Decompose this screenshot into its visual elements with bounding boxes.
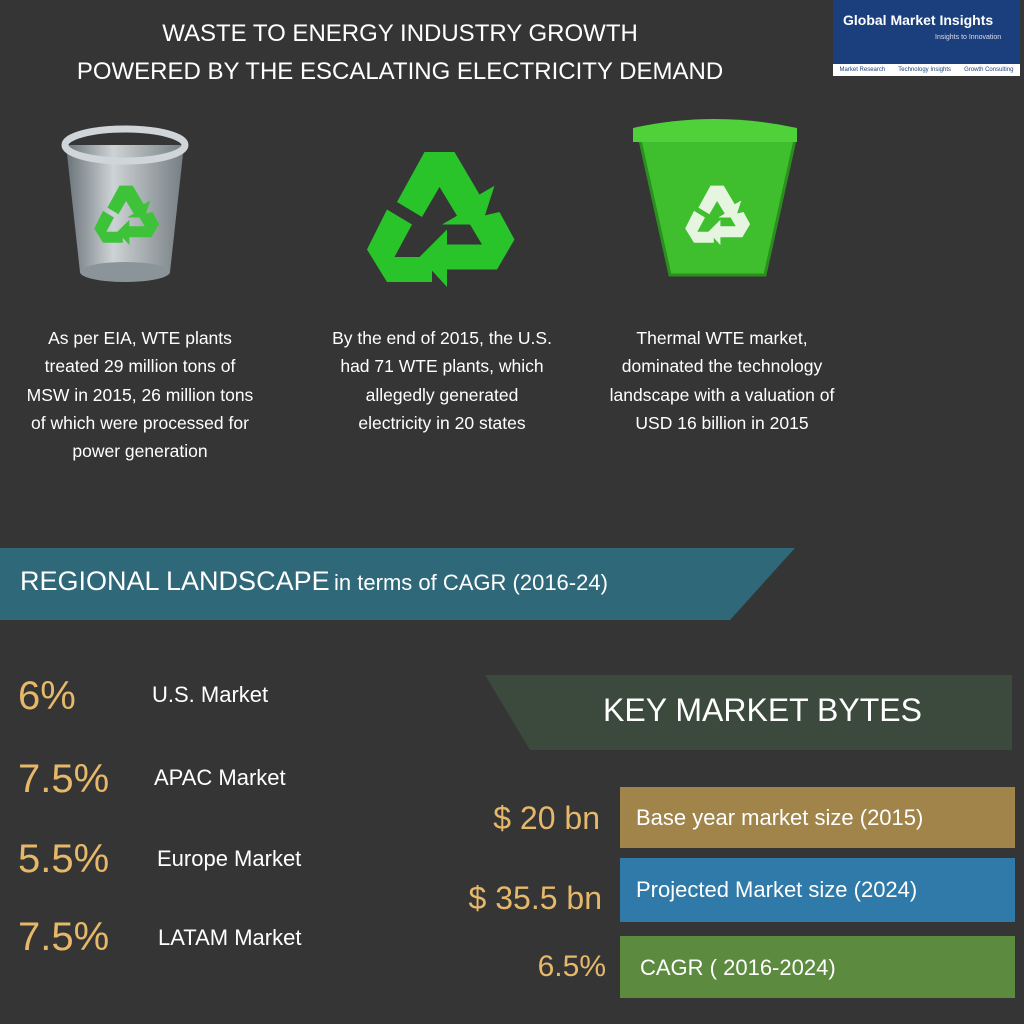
region-cagr: 7.5%	[18, 757, 110, 801]
logo-link: Technology Insights	[898, 67, 951, 73]
region-name: LATAM Market	[158, 925, 302, 950]
key-bytes-banner	[485, 675, 1012, 750]
title-line: POWERED BY THE ESCALATING ELECTRICITY DE…	[76, 58, 724, 85]
key-bytes-heading: KEY MARKET BYTES	[603, 692, 922, 728]
logo-tagline: Insights to Innovation	[935, 34, 1002, 41]
key-label: Projected Market size (2024)	[636, 877, 918, 902]
logo-name: Global Market Insights	[843, 12, 994, 28]
region-cagr: 7.5%	[18, 915, 110, 959]
key-box	[620, 936, 1015, 998]
key-box	[620, 858, 1015, 922]
recycle-icon	[367, 152, 515, 287]
region-cagr: 5.5%	[18, 837, 110, 881]
trash-bin-icon	[61, 125, 189, 282]
subheading: in terms of CAGR (2016-24)	[334, 570, 608, 595]
regional-banner	[0, 548, 795, 620]
key-box	[620, 787, 1015, 848]
key-label: CAGR ( 2016-2024)	[640, 955, 836, 980]
key-value: 6.5%	[537, 950, 606, 983]
green-bin-icon	[633, 119, 797, 277]
key-value: $ 35.5 bn	[468, 880, 602, 916]
fact-text: As per EIA, WTE plants treated 29 millio…	[26, 328, 254, 462]
region-name: U.S. Market	[152, 682, 269, 707]
heading: REGIONAL LANDSCAPE	[20, 566, 330, 596]
region-name: APAC Market	[154, 765, 286, 790]
logo-link: Growth Consulting	[964, 67, 1014, 73]
key-label: Base year market size (2015)	[636, 805, 924, 830]
region-cagr: 6%	[18, 674, 76, 718]
logo-box	[833, 0, 1020, 64]
regional-heading: REGIONAL LANDSCAPE in terms of CAGR (201…	[20, 566, 608, 597]
region-name: Europe Market	[157, 846, 302, 871]
fact-text: By the end of 2015, the U.S. had 71 WTE …	[332, 328, 552, 433]
logo-link: Market Research	[839, 67, 886, 73]
fact-text: Thermal WTE market, dominated the techno…	[609, 328, 835, 433]
logo-links: Market Research Technology Insights Grow…	[833, 64, 1020, 76]
title-line: WASTE TO ENERGY INDUSTRY GROWTH	[162, 20, 638, 47]
key-value: $ 20 bn	[493, 800, 600, 836]
